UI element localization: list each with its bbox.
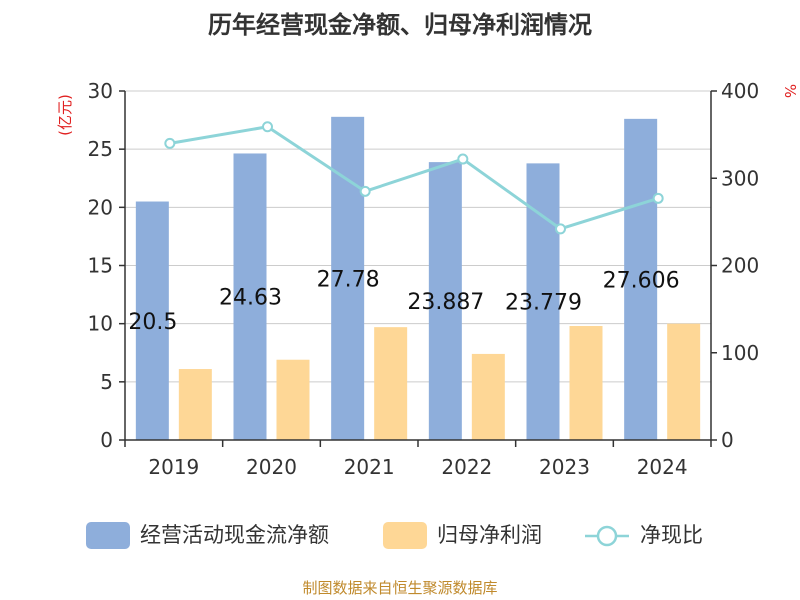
ratio-line-path xyxy=(169,125,659,231)
x-tick-label: 2020 xyxy=(246,455,297,479)
y2-tick-label: 300 xyxy=(721,166,759,190)
data-labels: 20.5 24.63 27.78 23.887 23.779 27.606 xyxy=(128,267,679,334)
legend-swatch-cashflow xyxy=(86,522,130,549)
bar-cashflow xyxy=(233,153,267,440)
x-tick-label: 2019 xyxy=(148,455,199,479)
bar-cashflow xyxy=(428,162,462,440)
data-label-cashflow: 27.78 xyxy=(317,267,380,292)
ratio-point xyxy=(457,153,469,165)
ratio-point xyxy=(262,121,273,133)
legend-swatch-ratio-marker xyxy=(596,525,618,547)
bar-cashflow xyxy=(624,118,658,441)
legend-label-cashflow: 经营活动现金流净额 xyxy=(140,523,329,547)
bar-cashflow xyxy=(331,116,365,441)
y-tick-label: 15 xyxy=(88,254,113,278)
ratio-point xyxy=(652,192,664,204)
bar-net-profit xyxy=(569,325,603,440)
ratio-point xyxy=(555,223,566,235)
bar-net-profit xyxy=(374,327,408,440)
ratio-line xyxy=(164,121,664,235)
bar-net-profit xyxy=(178,369,212,440)
data-label-cashflow: 20.5 xyxy=(128,310,177,335)
y-tick-label: 30 xyxy=(88,79,113,103)
chart-title: 历年经营现金净额、归母净利润情况 xyxy=(208,11,592,39)
y-axis-unit: (亿元) xyxy=(56,94,74,136)
y-tick-label: 25 xyxy=(88,137,113,161)
x-tick-label: 2023 xyxy=(539,455,590,479)
data-label-cashflow: 23.887 xyxy=(407,290,484,315)
legend-swatch-net-profit xyxy=(383,522,427,549)
legend-label-ratio: 净现比 xyxy=(640,523,703,547)
y-tick-label: 10 xyxy=(88,312,113,336)
y2-tick-label: 200 xyxy=(721,254,759,278)
y2-axis-unit: % xyxy=(781,84,799,98)
y2-tick-label: 400 xyxy=(721,79,759,103)
data-label-cashflow: 23.779 xyxy=(505,291,582,316)
source-note: 制图数据来自恒生聚源数据库 xyxy=(302,579,497,597)
y-tick-label: 20 xyxy=(88,195,113,219)
x-tick-label: 2022 xyxy=(441,455,492,479)
data-label-cashflow: 27.606 xyxy=(603,268,680,293)
legend-label-net-profit: 归母净利润 xyxy=(437,523,542,547)
y-tick-label: 0 xyxy=(100,428,113,452)
ratio-point xyxy=(359,185,371,197)
bar-cashflow xyxy=(135,201,169,440)
legend: 经营活动现金流净额 归母净利润 净现比 xyxy=(86,522,703,549)
data-label-cashflow: 24.63 xyxy=(219,286,282,311)
bar-net-profit xyxy=(667,323,701,440)
y2-tick-label: 0 xyxy=(721,428,734,452)
bar-net-profit xyxy=(276,359,310,440)
bars xyxy=(135,116,701,441)
y-tick-label: 5 xyxy=(100,370,113,394)
x-tick-label: 2021 xyxy=(344,455,395,479)
bar-net-profit xyxy=(471,353,505,440)
y2-tick-label: 100 xyxy=(721,341,759,365)
grid-lines xyxy=(125,90,711,383)
ratio-point xyxy=(164,137,176,149)
x-tick-label: 2024 xyxy=(637,455,688,479)
